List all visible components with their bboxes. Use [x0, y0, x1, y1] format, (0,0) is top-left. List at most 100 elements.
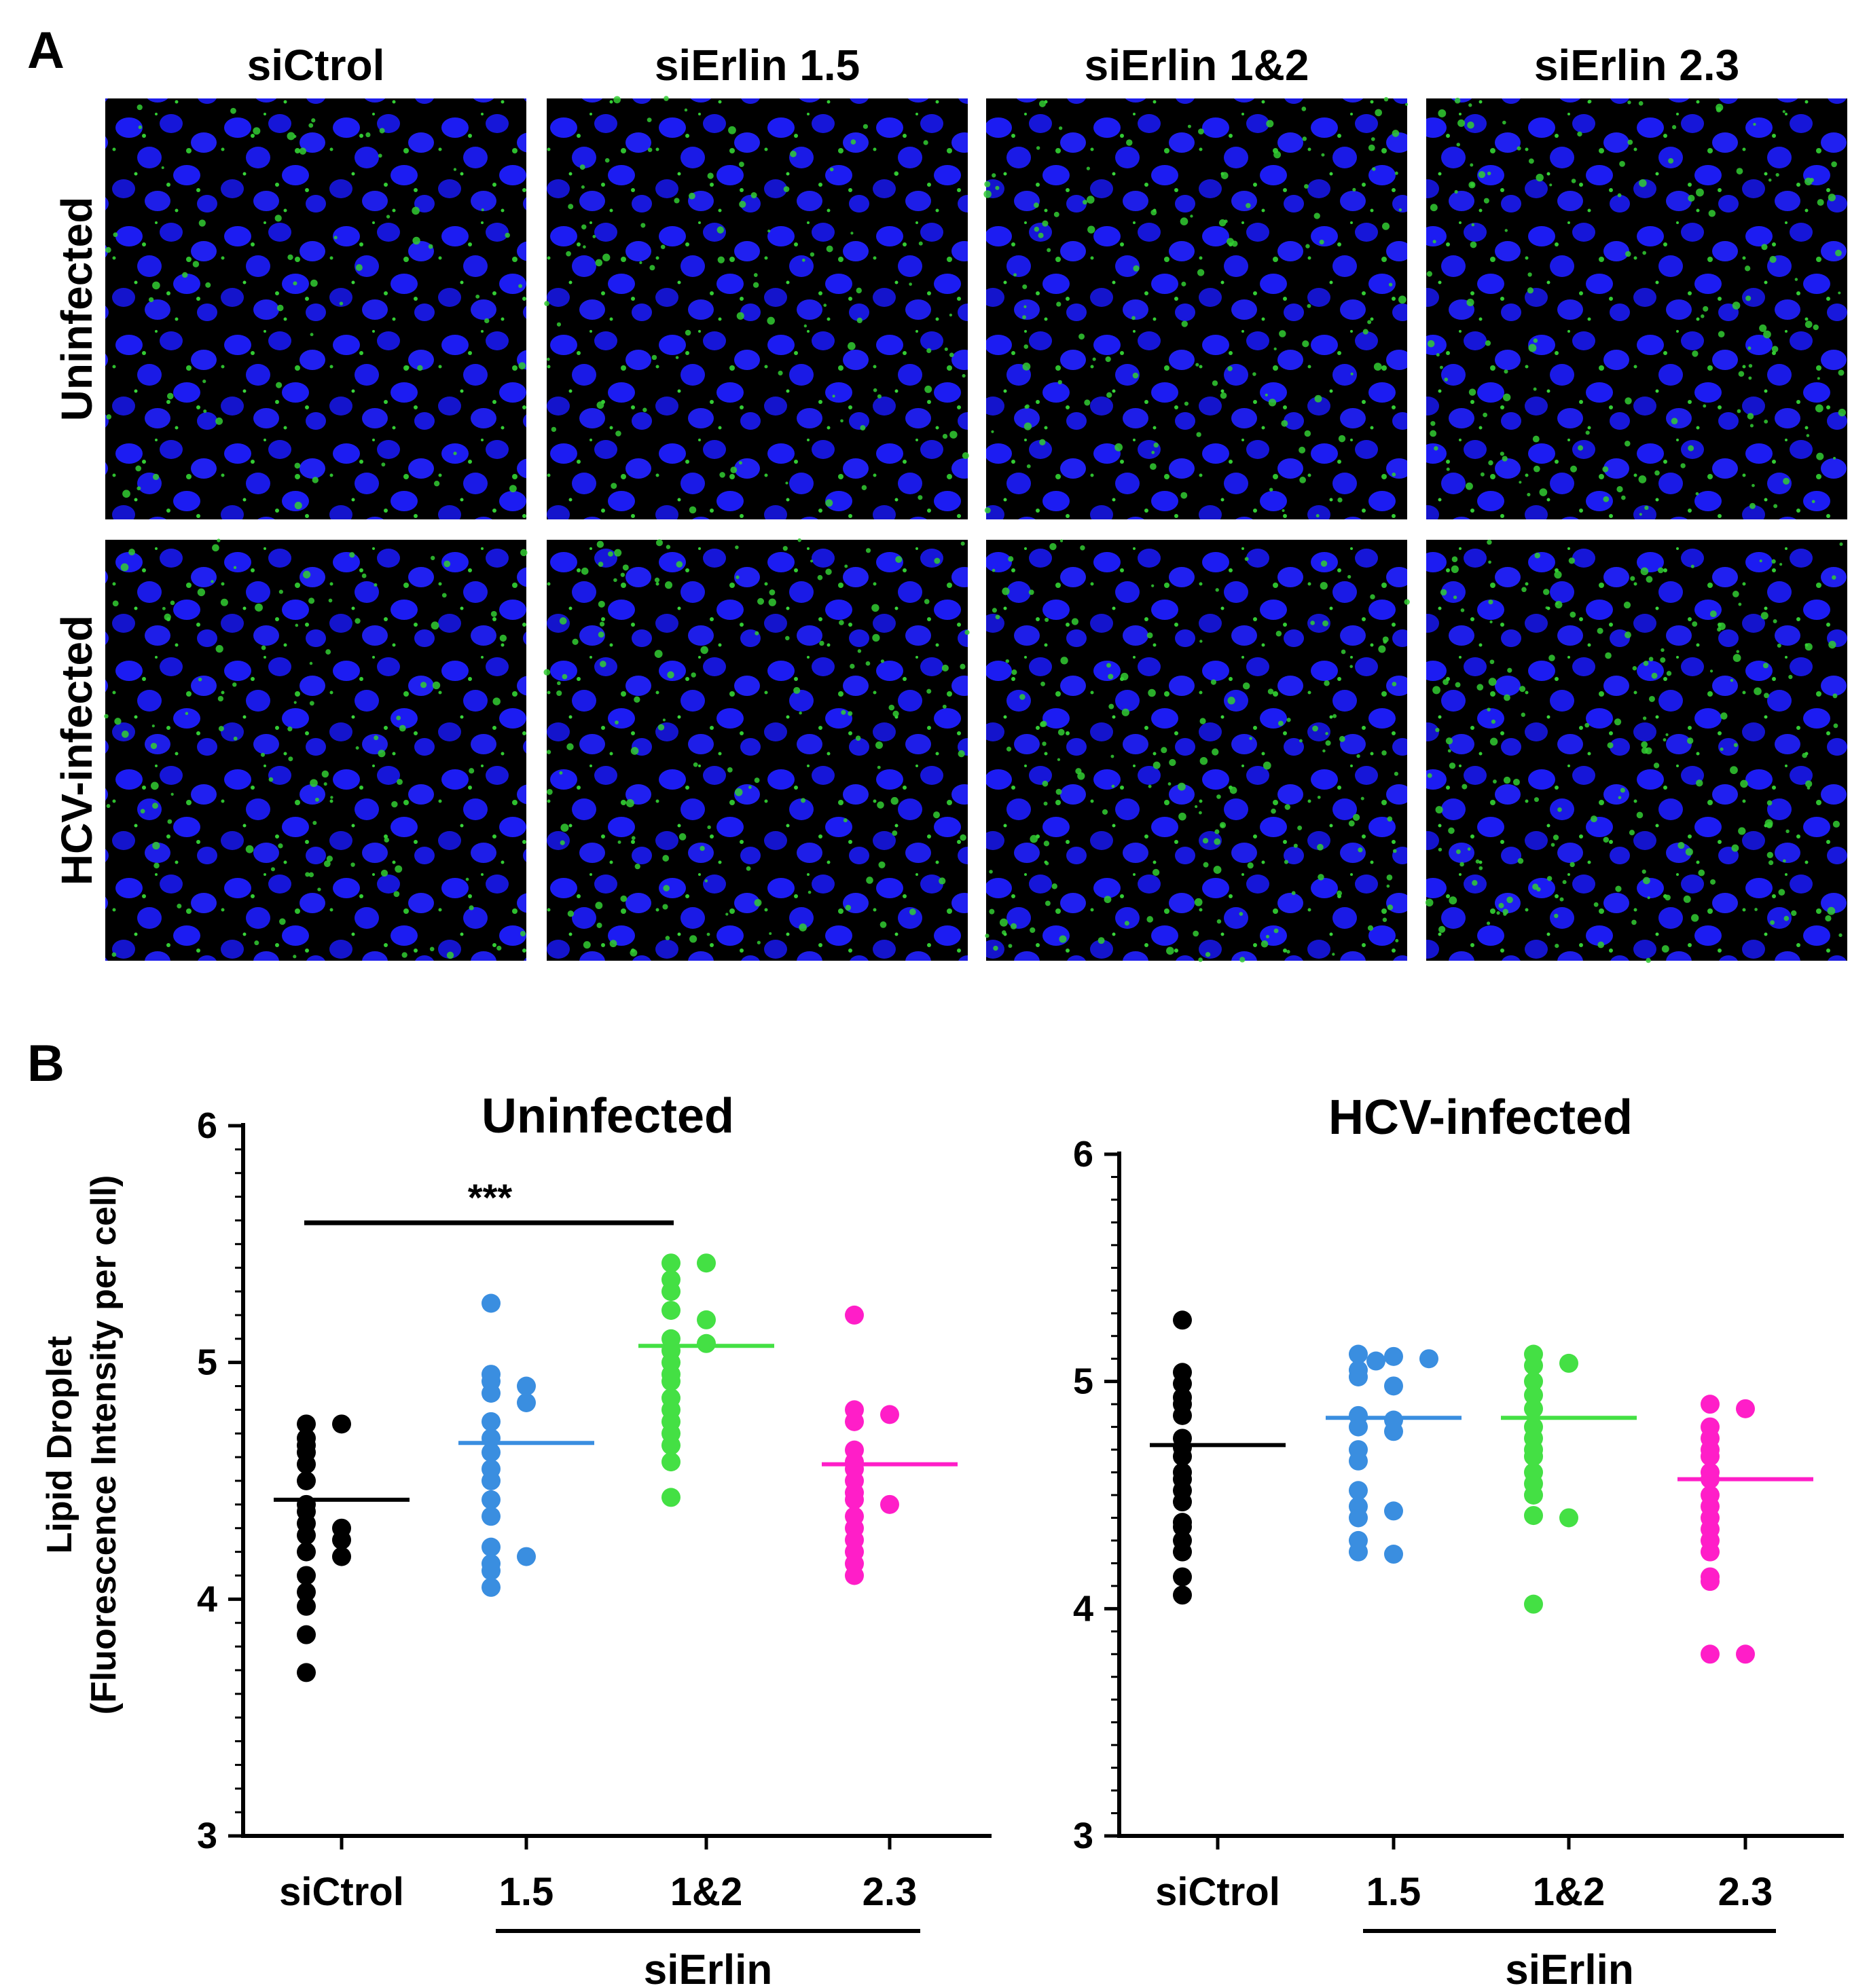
y-tick-label: 6 — [197, 1105, 217, 1146]
column-title-sictrol: siCtrol — [247, 41, 385, 90]
data-point — [297, 1471, 316, 1490]
data-point — [1349, 1344, 1368, 1364]
x-tick-label-1and2: 1&2 — [1533, 1870, 1605, 1914]
micrograph-uninfected-sierlin-1-5 — [544, 96, 969, 519]
data-point — [1384, 1376, 1403, 1396]
data-point — [517, 1376, 536, 1396]
data-point — [1173, 1447, 1192, 1467]
y-axis-label-line1: Lipid Droplet — [40, 1336, 79, 1554]
series-1-5 — [458, 1293, 594, 1597]
data-point — [880, 1405, 899, 1424]
series-1and2 — [1501, 1344, 1637, 1614]
data-point — [517, 1393, 536, 1412]
y-axis-label-line2: (Fluorescence Intensity per cell) — [84, 1175, 124, 1715]
data-point — [1701, 1644, 1720, 1664]
micrograph-hcv-infected-sierlin-2-3 — [1425, 539, 1847, 963]
data-point — [1384, 1501, 1403, 1521]
micrograph-uninfected-sierlin-2-3 — [1426, 97, 1847, 519]
y-tick-label: 4 — [197, 1579, 217, 1619]
data-point — [661, 1253, 681, 1273]
x-tick-label-sictrol: siCtrol — [279, 1870, 404, 1914]
data-point — [1524, 1399, 1543, 1418]
chart-title: Uninfected — [482, 1089, 734, 1143]
data-point — [1701, 1447, 1720, 1467]
y-tick-label: 5 — [197, 1342, 217, 1383]
data-point — [297, 1582, 316, 1602]
data-point — [1701, 1542, 1720, 1562]
data-point — [1384, 1545, 1403, 1564]
data-point — [482, 1577, 501, 1597]
series-1and2 — [638, 1253, 774, 1507]
data-point — [1173, 1374, 1192, 1394]
panel-b: B Lipid Droplet (Fluorescence Intensity … — [27, 1035, 1844, 1988]
data-point — [661, 1488, 681, 1507]
data-point — [1349, 1367, 1368, 1386]
y-tick-label: 6 — [1073, 1134, 1093, 1175]
data-point — [1736, 1399, 1755, 1418]
x-tick-label-1and2: 1&2 — [670, 1870, 742, 1914]
chart-uninfected: Uninfected 3 4 5 6 siCtrol 1.5 1&2 2.3 siErlin *** — [197, 1089, 992, 1988]
group-label: siErlin — [644, 1947, 773, 1988]
data-point — [482, 1383, 501, 1403]
data-point — [661, 1435, 681, 1455]
data-point — [482, 1537, 501, 1557]
row-title-hcv-infected: HCV-infected — [52, 615, 101, 885]
x-tick-label-1-5: 1.5 — [1366, 1870, 1421, 1914]
micrograph-hcv-infected-sierlin-1-5 — [543, 538, 970, 961]
data-point — [297, 1663, 316, 1682]
series-sictrol — [274, 1414, 410, 1682]
series-2-3 — [1677, 1395, 1813, 1664]
data-point — [1349, 1481, 1368, 1501]
data-point — [1366, 1351, 1385, 1371]
x-tick-label-2-3: 2.3 — [1718, 1870, 1773, 1914]
data-point — [1173, 1517, 1192, 1536]
data-point — [697, 1333, 716, 1353]
data-point — [1559, 1508, 1578, 1528]
series-2-3 — [822, 1305, 958, 1585]
data-point — [1173, 1585, 1192, 1605]
micrograph-uninfected-sierlin-1and2 — [983, 96, 1409, 519]
data-point — [1173, 1405, 1192, 1425]
data-point — [1173, 1492, 1192, 1512]
data-point — [1349, 1417, 1368, 1437]
data-point — [697, 1310, 716, 1329]
series-1-5 — [1326, 1344, 1462, 1564]
data-point — [332, 1530, 351, 1550]
data-point — [1524, 1447, 1543, 1467]
y-tick-label: 4 — [1073, 1588, 1093, 1629]
x-tick-label-2-3: 2.3 — [863, 1870, 918, 1914]
column-title-sierlin-1and2: siErlin 1&2 — [1085, 41, 1309, 90]
panel-a-letter: A — [27, 22, 65, 79]
data-point — [1524, 1486, 1543, 1505]
data-point — [1384, 1346, 1403, 1366]
panel-b-letter: B — [27, 1035, 65, 1092]
data-point — [1173, 1542, 1192, 1562]
data-point — [845, 1305, 864, 1325]
data-point — [297, 1414, 316, 1434]
data-point — [482, 1561, 501, 1581]
data-point — [1736, 1644, 1755, 1664]
data-point — [1701, 1395, 1720, 1414]
data-point — [845, 1490, 864, 1509]
data-point — [1524, 1372, 1543, 1391]
data-point — [482, 1412, 501, 1431]
data-point — [1524, 1594, 1543, 1614]
significance-label: *** — [468, 1176, 513, 1219]
data-point — [1173, 1310, 1192, 1330]
row-title-uninfected: Uninfected — [52, 197, 101, 422]
data-point — [661, 1300, 681, 1320]
data-point — [661, 1452, 681, 1472]
group-label: siErlin — [1505, 1947, 1634, 1988]
y-tick-label: 5 — [1073, 1361, 1093, 1402]
data-point — [332, 1547, 351, 1566]
data-point — [297, 1526, 316, 1545]
column-title-sierlin-1-5: siErlin 1.5 — [655, 41, 860, 90]
data-point — [482, 1507, 501, 1526]
data-point — [297, 1596, 316, 1616]
micrograph-uninfected-sictrol — [105, 98, 526, 519]
data-point — [697, 1253, 716, 1273]
y-tick-label: 3 — [1073, 1816, 1093, 1856]
data-point — [845, 1566, 864, 1585]
data-point — [1419, 1349, 1438, 1369]
y-tick-label: 3 — [197, 1816, 217, 1856]
